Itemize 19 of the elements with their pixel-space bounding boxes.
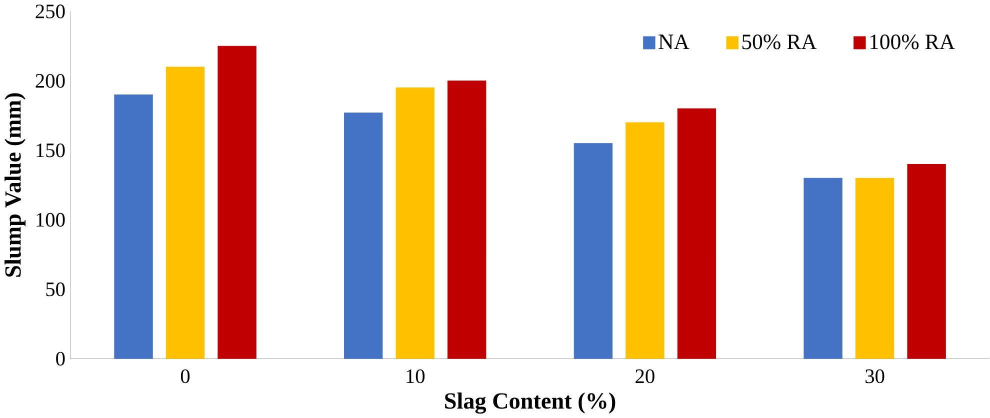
- legend-label: 100% RA: [870, 34, 955, 50]
- legend-label: NA: [658, 34, 690, 49]
- y-tick-label: 0: [56, 352, 65, 366]
- x-tick-label: 30: [866, 369, 884, 384]
- x-axis-title: Slag Content (%): [445, 392, 616, 414]
- bar: [448, 80, 486, 359]
- y-tick-label: 50: [46, 282, 65, 296]
- x-tick-label: 0: [180, 369, 190, 384]
- y-tick-label: 200: [36, 74, 65, 88]
- y-tick-label: 150: [36, 143, 65, 158]
- x-tick-label: 10: [406, 369, 425, 384]
- bar: [907, 164, 946, 359]
- y-tick-label: 250: [36, 4, 65, 18]
- x-tick-label: 20: [636, 369, 654, 384]
- y-tick-label: 100: [36, 212, 65, 227]
- bar: [218, 46, 256, 359]
- y-axis-title: Slump Value (mm): [4, 93, 26, 277]
- bar: [677, 108, 716, 359]
- legend-label: 50% RA: [742, 34, 817, 50]
